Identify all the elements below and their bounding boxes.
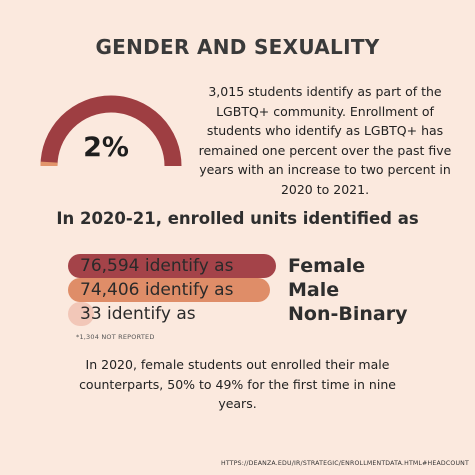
bar-category-label: Female — [288, 255, 366, 277]
closing-paragraph: In 2020, female students out enrolled th… — [79, 357, 396, 411]
bar-non-binary — [68, 302, 94, 326]
bar-category-label: Male — [288, 279, 340, 301]
page-title: GENDER AND SEXUALITY — [95, 35, 380, 59]
bar-value-label: 76,594 identify as — [80, 256, 234, 276]
bar-value-label: 74,406 identify as — [80, 280, 234, 300]
bar-male — [68, 278, 271, 302]
gauge-percent-label: 2% — [83, 132, 129, 163]
bar-category-label: Non-Binary — [288, 303, 408, 325]
bar-value-label: 33 identify as — [80, 304, 196, 324]
gauge-arc-background — [40, 95, 182, 167]
source-link[interactable]: HTTPS://DEANZA.EDU/IR/STRATEGIC/ENROLLME… — [221, 460, 469, 467]
section-heading: In 2020-21, enrolled units identified as — [56, 209, 419, 228]
footnote: *1,304 NOT REPORTED — [76, 333, 155, 341]
lgbtq-gauge — [40, 95, 182, 167]
bar-row: 74,406 identify as Male — [68, 278, 468, 302]
bar-row: 76,594 identify as Female — [68, 254, 468, 278]
bar-row: 33 identify as Non-Binary — [68, 302, 468, 326]
bar-female — [68, 254, 276, 278]
intro-paragraph: 3,015 students identify as part of the L… — [198, 84, 452, 197]
